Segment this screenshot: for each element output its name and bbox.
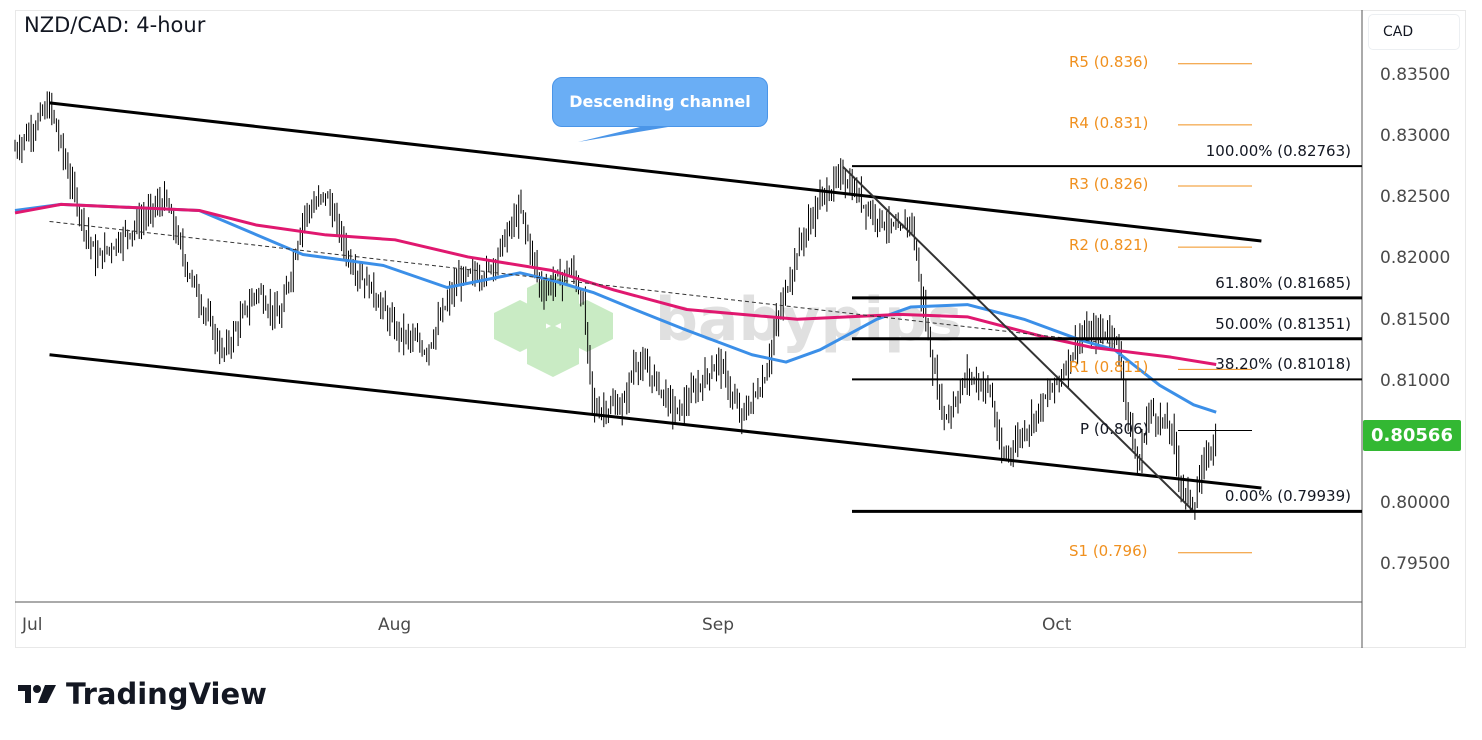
fib-level-label: 38.20% (0.81018) [1215, 355, 1351, 374]
chart-title: NZD/CAD: 4-hour [24, 13, 206, 37]
last-price-tag: 0.80566 [1363, 420, 1461, 451]
descending-channel-callout[interactable]: Descending channel [552, 77, 768, 127]
y-tick-label: 0.82000 [1380, 248, 1451, 269]
y-tick-label: 0.83500 [1380, 65, 1451, 85]
channel-upper-line [49, 101, 1262, 243]
y-tick-label: 0.83000 [1380, 126, 1451, 147]
x-tick-sep: Sep [702, 615, 735, 635]
currency-selector[interactable]: CAD [1368, 14, 1460, 50]
pivot-label: R1 (0.811) [1069, 358, 1149, 377]
y-tick-label: 0.82500 [1380, 187, 1451, 208]
y-tick-label: 0.80000 [1380, 492, 1451, 513]
channel-lower-line [49, 353, 1262, 490]
moving-average-100 [14, 202, 1217, 414]
callout-pointer [578, 127, 668, 142]
x-tick-jul: Jul [22, 615, 43, 635]
x-tick-aug: Aug [378, 615, 412, 635]
fib-level-label: 100.00% (0.82763) [1205, 142, 1351, 161]
fib-level-label: 0.00% (0.79939) [1224, 487, 1351, 506]
moving-average-200 [14, 202, 1217, 366]
watermark-cube [527, 325, 579, 377]
y-tick-label: 0.81000 [1380, 370, 1451, 391]
pivot-label: P (0.806) [1080, 419, 1149, 438]
tradingview-brand: TradingView [66, 677, 267, 711]
tradingview-logo[interactable]: TradingView [18, 677, 267, 711]
x-tick-oct: Oct [1042, 615, 1072, 635]
chart-frame [15, 10, 1466, 648]
fib-level-label: 61.80% (0.81685) [1215, 273, 1351, 292]
pivot-label: R3 (0.826) [1069, 175, 1149, 194]
pivot-label: R2 (0.821) [1069, 236, 1149, 255]
fib-level-label: 50.00% (0.81351) [1215, 314, 1351, 333]
regression-dashed-line [49, 220, 1115, 345]
tradingview-logo-icon [18, 685, 56, 703]
pivot-label: R5 (0.836) [1069, 52, 1149, 71]
y-tick-label: 0.81500 [1380, 309, 1451, 330]
babypips-watermark: babypips [494, 275, 963, 377]
pivot-label: S1 (0.796) [1069, 541, 1148, 560]
y-tick-label: 0.79500 [1380, 554, 1451, 574]
pivot-label: R4 (0.831) [1069, 113, 1149, 132]
